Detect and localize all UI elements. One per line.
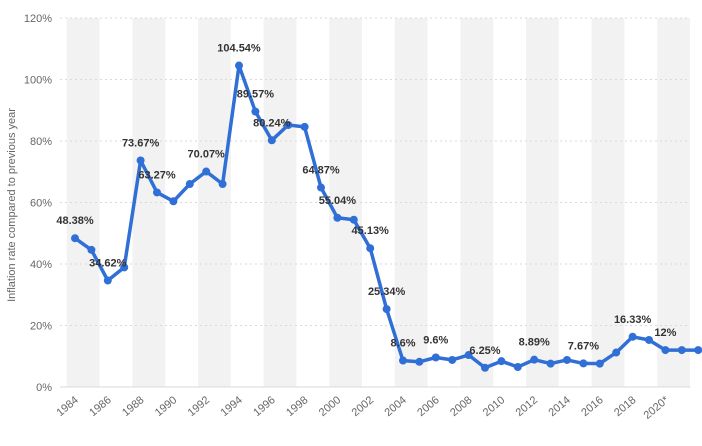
x-tick-label: 2020* bbox=[642, 394, 672, 422]
x-tick-label: 2004 bbox=[382, 394, 408, 419]
data-point bbox=[645, 335, 653, 344]
data-point bbox=[251, 107, 260, 116]
data-point bbox=[382, 305, 391, 314]
data-label: 73.67% bbox=[122, 137, 160, 149]
y-tick-label: 40% bbox=[30, 259, 52, 271]
data-label: 48.38% bbox=[56, 215, 94, 227]
data-label: 12% bbox=[654, 327, 676, 339]
x-tick-label: 2016 bbox=[579, 394, 605, 419]
background-band bbox=[66, 18, 100, 387]
data-point bbox=[366, 244, 375, 253]
x-tick-label: 2010 bbox=[481, 394, 507, 419]
data-point bbox=[300, 122, 309, 131]
data-point bbox=[694, 346, 702, 355]
x-tick-label: 1990 bbox=[153, 394, 179, 419]
data-label: 6.25% bbox=[469, 345, 500, 357]
x-tick-label: 2000 bbox=[317, 394, 343, 419]
x-tick-label: 1988 bbox=[120, 394, 146, 419]
data-label: 7.67% bbox=[568, 340, 599, 352]
data-point bbox=[497, 357, 506, 366]
data-point bbox=[464, 351, 473, 360]
x-tick-label: 1998 bbox=[284, 394, 310, 419]
background-band bbox=[591, 18, 625, 387]
x-tick-label: 2014 bbox=[546, 394, 572, 419]
y-tick-label: 20% bbox=[30, 321, 52, 333]
data-label: 16.33% bbox=[614, 314, 652, 326]
data-label: 89.57% bbox=[237, 89, 275, 101]
data-point bbox=[628, 332, 637, 341]
data-point bbox=[103, 276, 112, 285]
y-tick-label: 80% bbox=[30, 136, 52, 148]
x-axis-ticks: 1984 1986 1988 1990 1992 1994 1996 1998 2000 2002… bbox=[54, 394, 671, 422]
data-point bbox=[481, 363, 489, 372]
x-tick-label: 2008 bbox=[448, 394, 474, 419]
data-label: 8.6% bbox=[390, 338, 415, 350]
data-point bbox=[399, 356, 407, 365]
x-tick-label: 1984 bbox=[54, 394, 80, 419]
y-tick-label: 0% bbox=[36, 382, 52, 394]
data-point bbox=[677, 346, 686, 355]
data-point bbox=[349, 215, 358, 224]
x-tick-label: 1986 bbox=[87, 394, 113, 419]
data-point bbox=[120, 263, 129, 272]
data-label: 34.62% bbox=[89, 258, 127, 270]
data-label: 45.13% bbox=[352, 225, 390, 237]
data-point bbox=[202, 167, 211, 176]
x-tick-label: 2006 bbox=[415, 394, 441, 419]
data-point bbox=[153, 188, 161, 197]
data-point bbox=[169, 197, 178, 206]
data-point bbox=[595, 359, 604, 368]
x-tick-label: 1992 bbox=[186, 394, 212, 419]
data-point bbox=[612, 348, 621, 357]
data-label: 25.34% bbox=[368, 286, 406, 298]
data-point bbox=[415, 357, 424, 366]
data-label: 104.54% bbox=[217, 43, 261, 55]
data-point bbox=[284, 121, 293, 130]
data-point bbox=[87, 245, 96, 254]
data-point bbox=[448, 355, 457, 364]
data-label: 64.87% bbox=[302, 165, 340, 177]
y-tick-label: 120% bbox=[24, 13, 52, 25]
data-label: 55.04% bbox=[319, 195, 357, 207]
data-point bbox=[333, 213, 342, 222]
data-point bbox=[218, 180, 227, 189]
data-point bbox=[563, 355, 571, 364]
x-tick-label: 2018 bbox=[612, 394, 638, 419]
y-axis-label: Inflation rate compared to previous year bbox=[6, 108, 18, 302]
data-point bbox=[317, 183, 325, 192]
data-point bbox=[513, 363, 522, 372]
data-label: 9.6% bbox=[423, 334, 448, 346]
background-band bbox=[657, 18, 690, 387]
data-label: 70.07% bbox=[188, 149, 226, 161]
data-point bbox=[579, 359, 588, 368]
data-point bbox=[546, 359, 555, 368]
x-tick-label: 1994 bbox=[218, 394, 244, 419]
data-point bbox=[530, 355, 539, 364]
data-point bbox=[71, 234, 79, 243]
data-point bbox=[185, 180, 194, 189]
data-label: 63.27% bbox=[138, 169, 176, 181]
data-label: 80.24% bbox=[253, 117, 291, 129]
series-points bbox=[71, 61, 702, 372]
y-tick-label: 100% bbox=[24, 75, 52, 87]
data-point bbox=[661, 346, 670, 355]
data-point bbox=[267, 136, 276, 145]
data-point bbox=[136, 156, 145, 165]
data-point bbox=[431, 353, 440, 362]
data-label: 8.89% bbox=[519, 337, 550, 349]
y-axis-ticks: 0% 20% 40% 60% 80% 100% 120% bbox=[24, 13, 52, 394]
data-labels: 48.38% 34.62% 73.67% 63.27% 70.07% 104.54% 89.… bbox=[56, 43, 676, 357]
x-tick-label: 1996 bbox=[251, 394, 277, 419]
x-tick-label: 2012 bbox=[514, 394, 540, 419]
background-band bbox=[132, 18, 166, 387]
y-tick-label: 60% bbox=[30, 198, 52, 210]
data-point bbox=[235, 61, 243, 70]
x-tick-label: 2002 bbox=[350, 394, 376, 419]
